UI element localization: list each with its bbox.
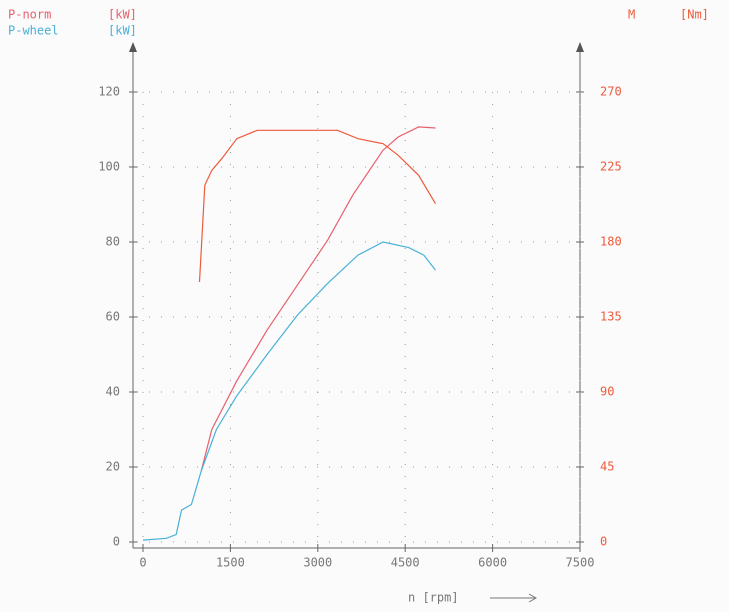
x-tick-label: 3000 bbox=[303, 556, 332, 570]
x-tick-label: 7500 bbox=[566, 556, 595, 570]
y2-tick-label: 180 bbox=[600, 235, 622, 249]
y2-tick-label: 90 bbox=[600, 385, 614, 399]
y-tick-label: 40 bbox=[106, 385, 120, 399]
y-tick-label: 60 bbox=[106, 310, 120, 324]
legend-unit: [Nm] bbox=[680, 8, 709, 22]
y2-axis-arrow bbox=[576, 42, 584, 52]
y-axis-arrow bbox=[129, 42, 137, 52]
x-axis-label: n [rpm] bbox=[408, 591, 459, 605]
series-line bbox=[142, 241, 436, 541]
y-tick-label: 80 bbox=[106, 235, 120, 249]
legend-label: M bbox=[628, 8, 635, 22]
x-tick-label: 1500 bbox=[216, 556, 245, 570]
x-tick-label: 6000 bbox=[478, 556, 507, 570]
y-tick-label: 20 bbox=[106, 460, 120, 474]
y-tick-label: 120 bbox=[98, 85, 120, 99]
y-tick-label: 0 bbox=[113, 535, 120, 549]
y-tick-label: 100 bbox=[98, 160, 120, 174]
legend-unit: [kW] bbox=[108, 8, 137, 22]
x-axis-arrow bbox=[490, 593, 538, 603]
legend-label: P-wheel bbox=[8, 24, 59, 38]
x-tick-label: 4500 bbox=[391, 556, 420, 570]
series-line bbox=[198, 129, 437, 283]
legend-unit: [kW] bbox=[108, 24, 137, 38]
y2-tick-label: 225 bbox=[600, 160, 622, 174]
x-tick-label: 0 bbox=[139, 556, 146, 570]
y2-tick-label: 45 bbox=[600, 460, 614, 474]
y2-tick-label: 0 bbox=[600, 535, 607, 549]
y2-tick-label: 135 bbox=[600, 310, 622, 324]
y2-tick-label: 270 bbox=[600, 85, 622, 99]
series-line bbox=[200, 126, 436, 471]
legend-label: P-norm bbox=[8, 8, 51, 22]
